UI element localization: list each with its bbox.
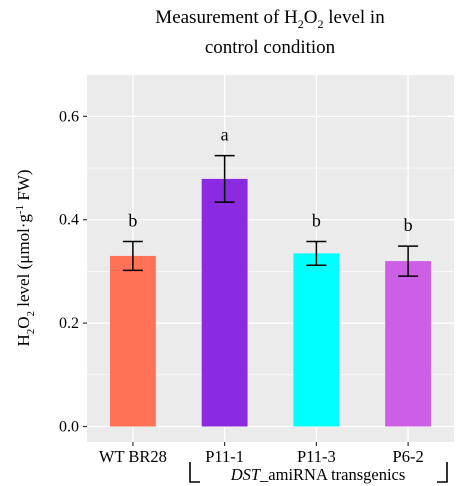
error-bars bbox=[122, 154, 419, 277]
y-tick-label: 0.6 bbox=[59, 108, 79, 125]
group-bracket-right bbox=[437, 462, 448, 483]
y-tick-label: 0.0 bbox=[59, 418, 79, 435]
x-tick-label: P6-2 bbox=[393, 447, 424, 466]
x-tick-label: WT BR28 bbox=[99, 447, 167, 466]
bar bbox=[293, 253, 340, 427]
group-bracket-left bbox=[189, 462, 200, 483]
x-tick-label: P11-3 bbox=[297, 447, 336, 466]
bar bbox=[385, 261, 432, 427]
significance-label: b bbox=[128, 210, 137, 230]
y-axis-label: H2O2 level (μmol·g-1 FW) bbox=[14, 169, 37, 346]
significance-labels: b a b b bbox=[128, 125, 412, 235]
chart-title-line1: Measurement of H2O2 level in bbox=[155, 7, 385, 31]
significance-label: b bbox=[404, 215, 413, 235]
significance-label: b bbox=[312, 210, 321, 230]
group-label: DST_amiRNA transgenics bbox=[230, 465, 406, 484]
y-tick-label: 0.4 bbox=[59, 212, 79, 229]
bars bbox=[109, 178, 432, 427]
bar bbox=[201, 178, 248, 427]
bar bbox=[109, 255, 156, 427]
significance-label: a bbox=[221, 125, 229, 145]
chart-title-line2: control condition bbox=[205, 37, 336, 58]
x-axis: WT BR28 P11-1 P11-3 P6-2 bbox=[99, 442, 424, 466]
x-tick-label: P11-1 bbox=[205, 447, 244, 466]
y-tick-label: 0.2 bbox=[59, 315, 79, 332]
y-axis: 0.0 0.2 0.4 0.6 bbox=[59, 108, 87, 435]
